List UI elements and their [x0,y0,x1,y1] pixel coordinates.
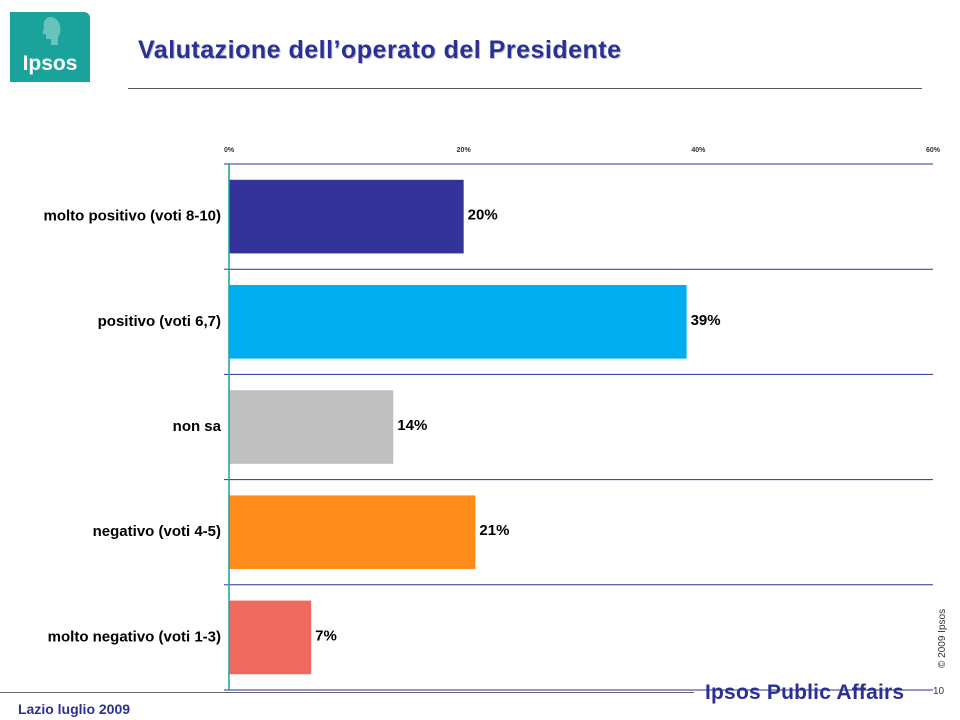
bar [229,600,312,675]
study-label: Lazio luglio 2009 [18,701,131,717]
logo-text: Ipsos [22,52,78,75]
bar [229,495,476,570]
bar [229,284,687,359]
data-label: 21% [479,522,509,539]
data-label: 14% [397,417,427,434]
page-number: 10 [933,686,945,697]
head-silhouette-icon [42,17,61,45]
x-tick-label: 60% [926,147,941,154]
ipsos-logo: Ipsos [10,12,90,82]
x-tick-label: 20% [457,147,472,154]
category-label: molto negativo (voti 1-3) [48,628,221,645]
data-label: 7% [315,627,337,644]
category-label: molto positivo (voti 8-10) [43,208,221,225]
x-tick-label: 0% [224,147,235,154]
copyright-note: © 2009 Ipsos [937,608,948,668]
page-title: Valutazione dell’operato del Presidente [138,36,622,64]
category-label: positivo (voti 6,7) [98,313,221,330]
data-label: 20% [468,207,498,224]
brand-name: Ipsos Public Affairs [705,681,905,704]
title-divider [128,88,922,89]
x-tick-label: 40% [691,147,706,154]
bar [229,390,394,464]
footer-divider [0,692,694,693]
category-label: negativo (voti 4-5) [93,523,221,540]
data-label: 39% [691,312,721,329]
bar [229,179,464,254]
category-label: non sa [173,418,222,435]
